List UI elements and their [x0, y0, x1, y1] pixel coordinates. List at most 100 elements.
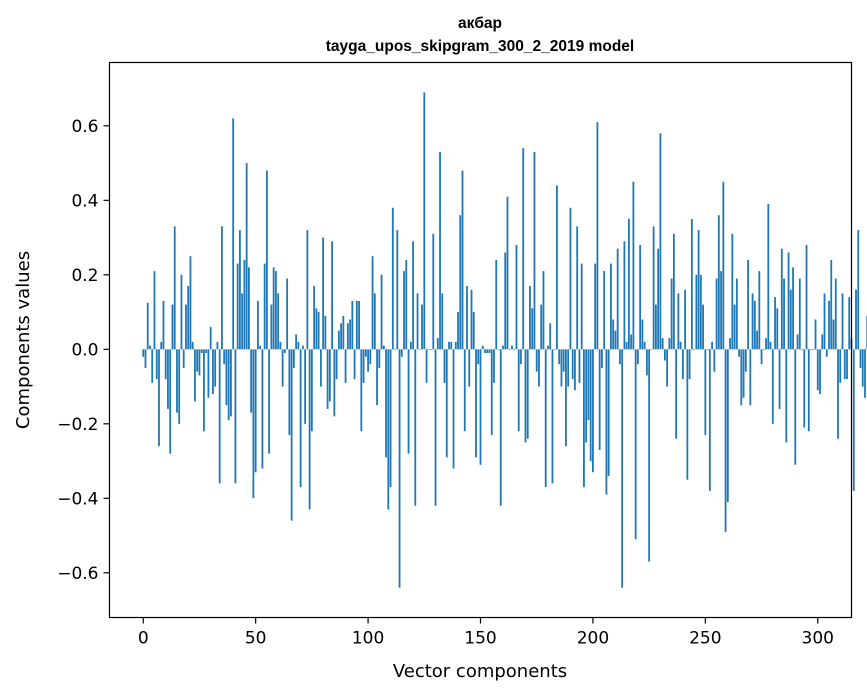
bar: [776, 308, 779, 350]
bar: [288, 349, 291, 435]
bar: [225, 349, 228, 406]
bar: [805, 245, 808, 350]
bar: [657, 248, 660, 350]
bar: [571, 349, 574, 380]
bar: [265, 170, 268, 350]
bar: [326, 349, 329, 409]
bar: [457, 312, 459, 350]
bar: [508, 349, 511, 350]
x-axis-ticks: 0 50 100 150 200 250 300: [138, 617, 834, 649]
bar: [216, 341, 219, 350]
bar: [787, 252, 790, 350]
bar: [416, 293, 419, 350]
bar: [459, 215, 462, 350]
bar: [328, 349, 331, 402]
bar: [484, 349, 486, 354]
bar: [358, 300, 360, 350]
bar: [843, 349, 846, 380]
bar: [774, 297, 776, 350]
bar: [832, 319, 835, 350]
bar: [659, 133, 662, 350]
bar: [506, 196, 509, 350]
bar: [452, 349, 455, 469]
bar: [333, 349, 336, 417]
bar: [245, 163, 248, 350]
bar: [556, 185, 558, 350]
bar: [511, 345, 513, 350]
bar: [488, 349, 491, 354]
bars-group: [142, 92, 867, 588]
bar: [562, 349, 565, 372]
bar: [861, 349, 864, 387]
bar: [621, 349, 624, 588]
bar: [382, 345, 385, 350]
bar: [153, 271, 156, 350]
bar: [400, 349, 403, 357]
bar: [814, 319, 817, 350]
bar: [495, 259, 498, 350]
bar: [178, 349, 181, 424]
bar: [243, 259, 246, 350]
bar: [783, 278, 785, 350]
bar: [257, 300, 259, 350]
bar: [187, 285, 190, 350]
bar: [529, 285, 531, 350]
x-tick-label: 100: [352, 629, 384, 649]
bar: [821, 334, 824, 350]
bar: [466, 285, 468, 350]
bar: [711, 341, 713, 350]
bar: [335, 349, 338, 380]
bar: [502, 345, 504, 350]
bar: [425, 349, 428, 383]
bar: [839, 349, 842, 383]
bar: [409, 341, 412, 350]
bar: [308, 349, 311, 510]
bar: [522, 148, 525, 350]
bar: [616, 248, 619, 350]
bar: [324, 315, 327, 350]
bar: [277, 293, 280, 350]
x-tick-label: 50: [245, 629, 267, 649]
bar: [223, 349, 226, 365]
bar: [207, 349, 210, 398]
bar: [362, 349, 365, 383]
bar: [346, 323, 349, 350]
bar: [578, 349, 581, 383]
bar: [182, 349, 185, 368]
bar: [542, 271, 545, 350]
bar: [461, 170, 464, 350]
bar: [636, 349, 639, 365]
bar: [828, 300, 830, 350]
bar: [477, 349, 480, 365]
bar: [688, 349, 691, 380]
bar: [778, 349, 781, 409]
bar: [349, 319, 351, 350]
bar: [490, 349, 493, 435]
x-tick-label: 0: [138, 629, 149, 649]
bar: [391, 207, 394, 350]
bar: [351, 300, 354, 350]
bar: [306, 230, 309, 350]
bar: [337, 330, 340, 350]
bar: [221, 226, 223, 350]
bar: [162, 300, 165, 350]
bar: [315, 308, 318, 350]
bar: [448, 341, 450, 350]
bar: [706, 349, 709, 350]
bar: [598, 349, 601, 450]
y-axis-ticks: −0.6 −0.4 −0.2 0.0 0.2 0.4 0.6: [57, 117, 110, 584]
bar: [823, 293, 826, 350]
bar: [479, 349, 482, 465]
bar: [378, 349, 381, 368]
bar: [263, 263, 266, 350]
bar: [699, 274, 702, 350]
bar: [317, 312, 320, 350]
bar: [749, 349, 752, 406]
bar: [857, 230, 860, 350]
bar: [735, 278, 738, 350]
bar: [274, 271, 277, 350]
bar: [639, 245, 642, 350]
bar: [612, 319, 615, 350]
bar: [632, 181, 635, 350]
bar: [432, 233, 435, 350]
